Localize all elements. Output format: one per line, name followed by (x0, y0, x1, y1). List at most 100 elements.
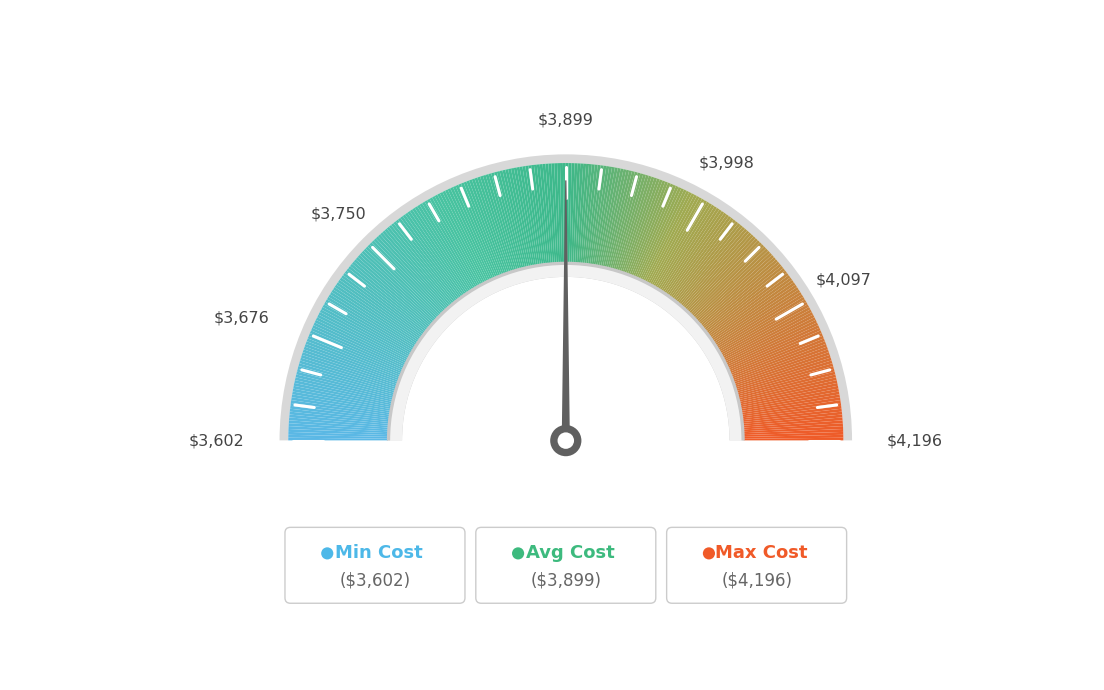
Wedge shape (742, 403, 841, 418)
Wedge shape (534, 164, 548, 264)
Wedge shape (715, 289, 800, 345)
Wedge shape (323, 302, 412, 353)
Wedge shape (293, 388, 391, 409)
Wedge shape (390, 441, 742, 616)
Text: ($3,602): ($3,602) (339, 571, 411, 589)
Wedge shape (294, 386, 392, 407)
Wedge shape (289, 408, 389, 422)
Wedge shape (475, 177, 509, 273)
Wedge shape (410, 209, 467, 293)
Text: $3,899: $3,899 (538, 112, 594, 127)
Wedge shape (327, 297, 414, 350)
Wedge shape (744, 437, 843, 441)
Wedge shape (314, 322, 405, 366)
Wedge shape (712, 282, 795, 341)
Wedge shape (578, 164, 590, 264)
Wedge shape (289, 420, 389, 429)
Wedge shape (488, 173, 518, 270)
Wedge shape (669, 215, 729, 297)
Wedge shape (528, 165, 543, 264)
Wedge shape (617, 175, 649, 271)
Wedge shape (368, 244, 440, 316)
Wedge shape (599, 168, 620, 266)
Wedge shape (672, 218, 734, 299)
Wedge shape (722, 307, 810, 357)
Wedge shape (638, 187, 681, 279)
Wedge shape (540, 164, 551, 264)
Wedge shape (422, 201, 476, 288)
Wedge shape (645, 192, 692, 282)
Wedge shape (670, 216, 731, 298)
Wedge shape (726, 322, 818, 366)
Wedge shape (703, 264, 782, 328)
Wedge shape (298, 366, 394, 395)
Circle shape (703, 547, 715, 560)
Wedge shape (697, 253, 772, 322)
Wedge shape (522, 166, 540, 265)
Wedge shape (320, 309, 410, 358)
Wedge shape (370, 242, 442, 315)
Wedge shape (353, 259, 432, 326)
Wedge shape (636, 186, 679, 278)
Wedge shape (310, 331, 403, 372)
Wedge shape (350, 264, 428, 328)
Wedge shape (682, 230, 750, 307)
Wedge shape (482, 175, 514, 271)
Wedge shape (566, 163, 569, 263)
Wedge shape (744, 435, 843, 439)
Wedge shape (684, 235, 754, 310)
Wedge shape (693, 246, 766, 317)
Wedge shape (661, 206, 716, 291)
Wedge shape (743, 420, 842, 429)
Wedge shape (330, 292, 416, 347)
Wedge shape (739, 377, 837, 402)
Wedge shape (641, 190, 687, 281)
Wedge shape (707, 270, 787, 333)
Circle shape (550, 425, 582, 456)
Wedge shape (597, 168, 618, 266)
Wedge shape (331, 289, 416, 345)
Wedge shape (355, 257, 433, 324)
Wedge shape (322, 304, 411, 355)
Wedge shape (606, 170, 631, 268)
Wedge shape (651, 197, 702, 286)
Wedge shape (694, 248, 768, 319)
Wedge shape (384, 228, 452, 306)
Wedge shape (590, 166, 606, 265)
Wedge shape (687, 236, 756, 311)
Text: Avg Cost: Avg Cost (526, 544, 615, 562)
Wedge shape (743, 432, 843, 437)
Wedge shape (734, 352, 830, 386)
Wedge shape (659, 205, 714, 290)
Wedge shape (732, 344, 827, 380)
Wedge shape (382, 230, 449, 307)
Wedge shape (595, 167, 615, 266)
Wedge shape (461, 183, 500, 276)
Wedge shape (631, 183, 670, 276)
Wedge shape (348, 266, 427, 330)
Wedge shape (290, 406, 390, 420)
Wedge shape (588, 165, 604, 264)
Wedge shape (718, 297, 805, 350)
Wedge shape (726, 319, 817, 365)
Wedge shape (464, 181, 502, 275)
Wedge shape (372, 240, 443, 313)
Wedge shape (721, 304, 809, 355)
Wedge shape (570, 163, 574, 263)
Wedge shape (343, 273, 424, 335)
Wedge shape (719, 299, 806, 352)
Wedge shape (365, 246, 438, 317)
Wedge shape (722, 309, 811, 358)
Wedge shape (554, 163, 560, 263)
Wedge shape (743, 412, 842, 424)
Wedge shape (363, 248, 437, 319)
Wedge shape (690, 242, 762, 315)
Wedge shape (704, 266, 784, 330)
Wedge shape (471, 179, 508, 273)
Wedge shape (299, 360, 395, 391)
Wedge shape (614, 173, 644, 270)
Wedge shape (437, 193, 485, 283)
Wedge shape (732, 341, 826, 379)
Wedge shape (279, 155, 852, 441)
Wedge shape (563, 163, 566, 263)
